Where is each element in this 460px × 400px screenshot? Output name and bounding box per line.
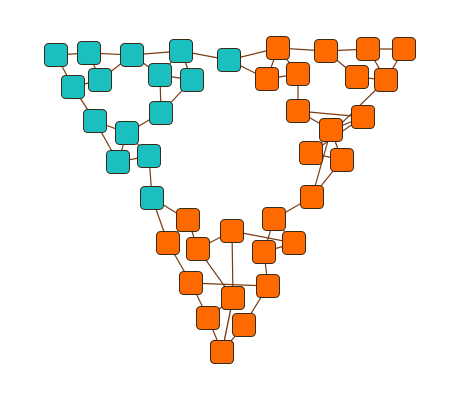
node-t9	[148, 63, 172, 87]
node-b2	[156, 231, 180, 255]
node-r11	[319, 118, 343, 142]
node-b1	[176, 208, 200, 232]
node-r6	[286, 62, 310, 86]
node-r8	[374, 68, 398, 92]
node-t1	[44, 43, 68, 67]
graph-nodes	[44, 36, 416, 364]
node-r4	[356, 37, 380, 61]
node-t6	[61, 75, 85, 99]
node-r10	[351, 105, 375, 129]
edge-b7-b9	[190, 282, 269, 287]
node-t15	[140, 186, 164, 210]
node-b11	[232, 313, 256, 337]
node-b4	[220, 219, 244, 243]
node-t13	[106, 150, 130, 174]
node-b7	[179, 271, 203, 295]
node-b6	[252, 240, 276, 264]
node-t11	[149, 101, 173, 125]
node-r5	[392, 37, 416, 61]
node-t4	[169, 39, 193, 63]
node-r13	[330, 148, 354, 172]
node-t5	[217, 48, 241, 72]
node-b5	[282, 231, 306, 255]
node-r12	[299, 141, 323, 165]
node-r7	[345, 65, 369, 89]
node-t10	[180, 68, 204, 92]
node-r14	[300, 185, 324, 209]
node-b9	[256, 274, 280, 298]
node-r15	[262, 207, 286, 231]
node-t3	[120, 43, 144, 67]
node-r3	[314, 39, 338, 63]
node-b14	[210, 340, 234, 364]
node-r2	[255, 67, 279, 91]
node-t14	[137, 144, 161, 168]
node-b10	[196, 306, 220, 330]
node-t2	[77, 41, 101, 65]
node-t8	[83, 109, 107, 133]
node-b13	[221, 286, 245, 310]
node-t7	[88, 68, 112, 92]
node-r1	[266, 36, 290, 60]
node-b3	[186, 237, 210, 261]
node-r9	[286, 99, 310, 123]
node-t12	[115, 121, 139, 145]
